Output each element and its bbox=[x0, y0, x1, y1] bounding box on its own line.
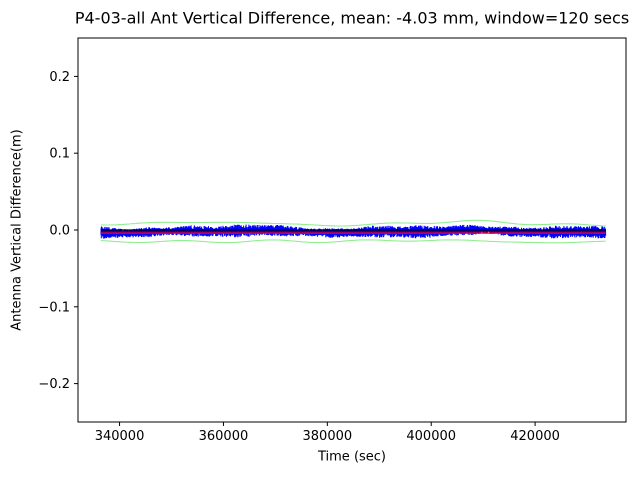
y-tick-label: −0.2 bbox=[38, 377, 70, 392]
y-tick-label: −0.1 bbox=[38, 300, 70, 315]
y-tick-label: 0.0 bbox=[49, 224, 70, 239]
x-tick-label: 400000 bbox=[406, 429, 456, 444]
chart-title: P4-03-all Ant Vertical Difference, mean:… bbox=[74, 8, 630, 28]
upper-envelope-line bbox=[100, 219, 606, 227]
x-tick-label: 340000 bbox=[95, 429, 145, 444]
y-tick-label: 0.2 bbox=[49, 70, 70, 85]
x-tick-label: 360000 bbox=[199, 429, 249, 444]
lower-envelope-line bbox=[100, 239, 606, 244]
x-axis-label: Time (sec) bbox=[317, 449, 387, 465]
x-tick-label: 420000 bbox=[510, 429, 560, 444]
y-tick-label: 0.1 bbox=[49, 147, 70, 162]
x-tick-label: 380000 bbox=[303, 429, 353, 444]
antenna-vertical-difference-series bbox=[100, 224, 607, 239]
